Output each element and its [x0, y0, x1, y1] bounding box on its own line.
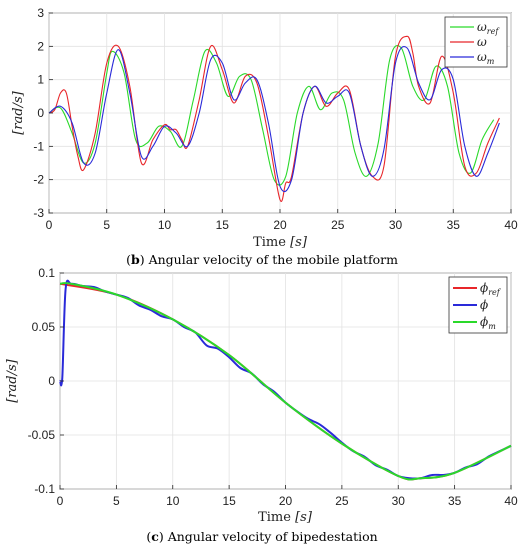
- caption-b-text: Angular velocity of the mobile platform: [148, 252, 398, 267]
- chart-c-xtick-label: 40: [504, 494, 518, 508]
- chart-c-ytick-label: 0: [48, 374, 55, 388]
- caption-b: (b) Angular velocity of the mobile platf…: [126, 252, 398, 267]
- chart-c-ytick-label: 0.05: [32, 320, 56, 334]
- chart-c-ytick-label: 0.1: [38, 266, 55, 280]
- chart-c-legend: ϕref ϕ ϕm: [448, 276, 508, 334]
- caption-b-letter: b: [131, 252, 140, 267]
- chart-b-xtick-label: 5: [103, 218, 110, 232]
- caption-c-letter: c: [151, 529, 159, 544]
- chart-b-ytick-label: -2: [33, 173, 44, 187]
- chart-c-xlabel: Time [s]: [258, 510, 313, 525]
- chart-b-xtick-label: 15: [216, 218, 230, 232]
- chart-b-xtick-label: 10: [158, 218, 172, 232]
- chart-b-xtick-label: 40: [504, 218, 518, 232]
- chart-b-ytick-label: -3: [33, 206, 44, 220]
- chart-b-yticks: 3 2 1 0 -1 -2 -3: [33, 6, 53, 220]
- chart-c-ytick-label: -0.05: [28, 428, 56, 442]
- chart-b-legend: ωref ω ωm: [444, 16, 508, 68]
- chart-c-xtick-label: 10: [166, 494, 180, 508]
- chart-b-xticks: 0 5 10 15 20 25 30 35 40: [46, 209, 518, 232]
- chart-c-xtick-label: 20: [279, 494, 293, 508]
- legend-label-omega: ω: [477, 35, 487, 49]
- caption-c-text: Angular velocity of bipedestation: [167, 529, 378, 544]
- chart-b-ytick-label: -1: [33, 139, 44, 153]
- chart-b-xlabel: Time [s]: [253, 235, 308, 250]
- chart-b-ytick-label: 0: [37, 106, 44, 120]
- chart-b-ytick-label: 2: [37, 39, 44, 53]
- chart-c-series-line-2: [59, 282, 512, 481]
- chart-c-ylabel: [rad/s]: [5, 358, 20, 402]
- chart-b-lines: [48, 35, 500, 202]
- chart-c-xtick-label: 30: [392, 494, 406, 508]
- caption-c: (c) Angular velocity of bipedestation: [146, 529, 377, 544]
- chart-b-series-line-2: [48, 46, 500, 193]
- chart-b-xtick-label: 30: [389, 218, 403, 232]
- chart-c-ytick-label: -0.1: [34, 482, 55, 496]
- chart-b-xtick-label: 0: [46, 218, 53, 232]
- chart-b-ytick-label: 3: [37, 6, 44, 20]
- chart-b-series-line-1: [48, 35, 500, 202]
- chart-c-xticks: 0 5 10 15 20 25 30 35 40: [57, 485, 518, 508]
- chart-b-xtick-label: 20: [273, 218, 287, 232]
- chart-c-xtick-label: 5: [113, 494, 120, 508]
- chart-c: 0 5 10 15 20 25 30 35 40 0.1 0.05 0 -0.05 -0.1 Time …: [5, 266, 518, 525]
- chart-c-lines: [59, 279, 512, 481]
- chart-b-xtick-label: 25: [331, 218, 345, 232]
- chart-b-ylabel: [rad/s]: [11, 90, 26, 134]
- chart-b-ytick-label: 1: [37, 73, 44, 87]
- chart-c-xtick-label: 15: [222, 494, 236, 508]
- chart-b-xtick-label: 35: [447, 218, 461, 232]
- chart-c-xtick-label: 0: [57, 494, 64, 508]
- chart-c-xtick-label: 35: [448, 494, 462, 508]
- chart-c-xtick-label: 25: [335, 494, 349, 508]
- chart-b-series-line-0: [48, 45, 495, 186]
- legend-label-phi: ϕ: [480, 298, 488, 312]
- chart-c-yticks: 0.1 0.05 0 -0.05 -0.1: [28, 266, 64, 496]
